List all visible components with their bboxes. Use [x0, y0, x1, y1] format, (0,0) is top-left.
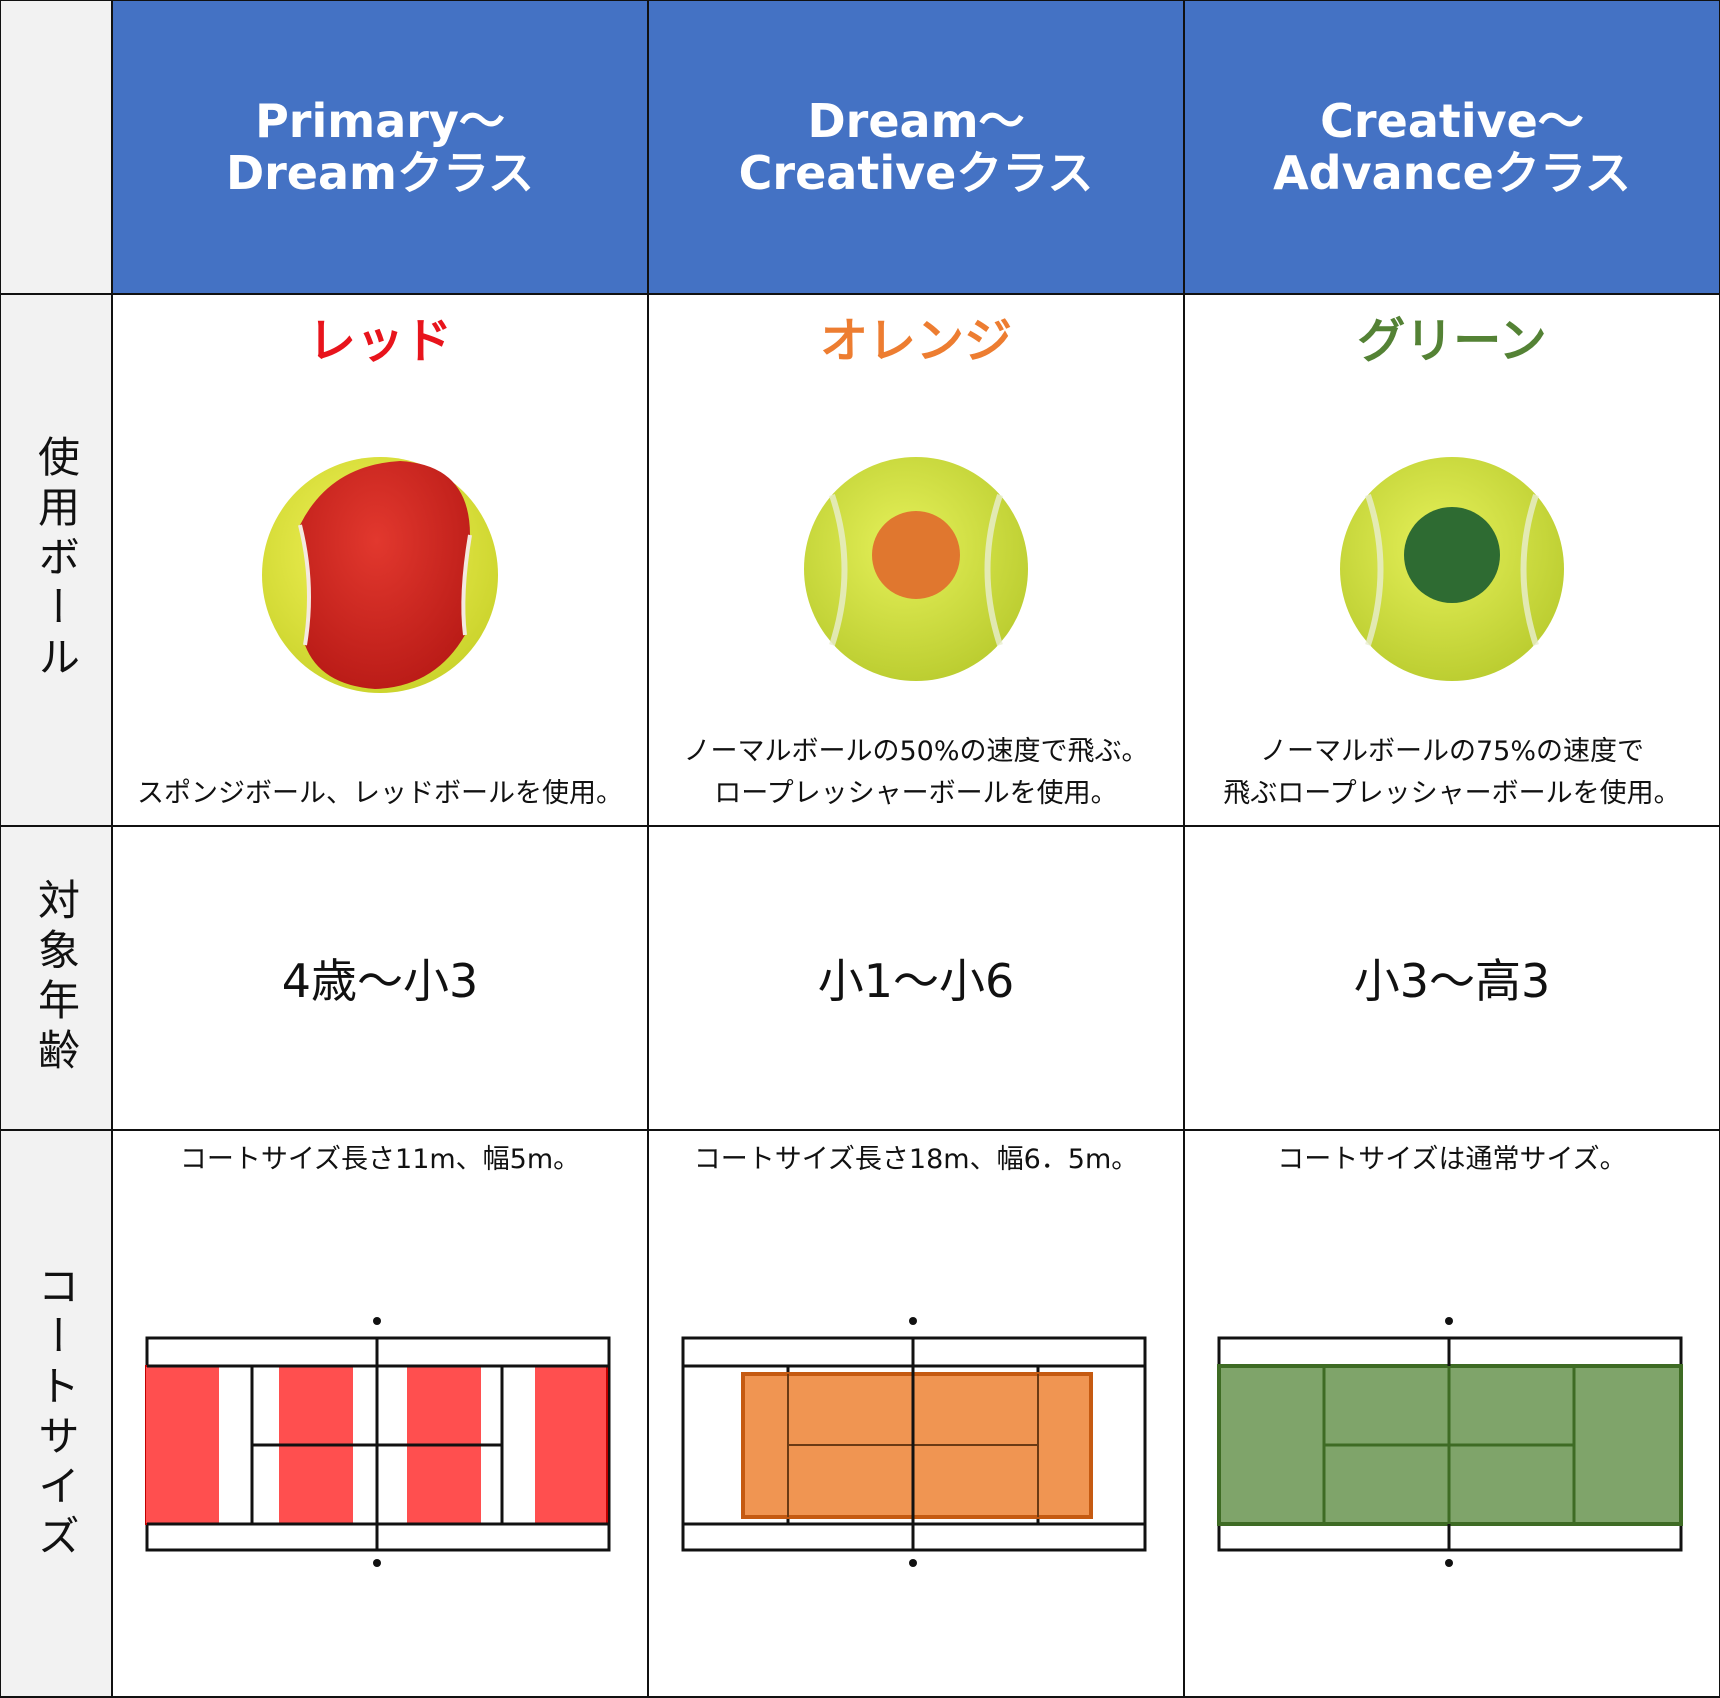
red-court-diagram — [145, 1317, 611, 1567]
header-line2: Advanceクラス — [1273, 146, 1631, 200]
ball-name: レッド — [307, 313, 452, 369]
row-label-age: 対象年齢 — [0, 825, 113, 1131]
header-line1: Creative～ — [1320, 94, 1584, 148]
green-court-diagram — [1217, 1317, 1683, 1567]
age-range: 4歳～小3 — [281, 954, 479, 1008]
orange-court-diagram — [681, 1317, 1147, 1567]
row-label-age-text: 対象年齢 — [31, 878, 81, 1078]
ball-desc-line1: ノーマルボールの50%の速度で飛ぶ。 — [683, 736, 1149, 767]
header-line2: Creativeクラス — [738, 146, 1094, 200]
court-cell-red: コートサイズ長さ11m、幅5m。 — [111, 1129, 649, 1698]
ball-desc-line1: ノーマルボールの75%の速度で — [1259, 736, 1644, 767]
age-range: 小3～高3 — [1353, 954, 1551, 1008]
court-cell-orange: コートサイズ長さ18m、幅6．5m。 — [647, 1129, 1185, 1698]
age-cell-col3: 小3～高3 — [1183, 825, 1720, 1131]
court-size-text: コートサイズ長さ18m、幅6．5m。 — [693, 1144, 1139, 1175]
ball-cell-red: レッド スポンジ — [111, 293, 649, 827]
header-primary-dream: Primary～ Dreamクラス — [111, 0, 649, 295]
ball-desc-line2: ロープレッシャーボールを使用。 — [714, 778, 1118, 809]
red-tennis-ball-icon — [262, 457, 498, 693]
age-cell-col1: 4歳～小3 — [111, 825, 649, 1131]
header-creative-advance: Creative～ Advanceクラス — [1183, 0, 1720, 295]
header-line1: Dream～ — [807, 94, 1025, 148]
court-size-text: コートサイズ長さ11m、幅5m。 — [179, 1144, 581, 1175]
header-line2: Dreamクラス — [225, 146, 535, 200]
age-cell-col2: 小1～小6 — [647, 825, 1185, 1131]
header-line1: Primary～ — [255, 94, 505, 148]
court-size-text: コートサイズは通常サイズ。 — [1277, 1144, 1627, 1175]
row-label-ball: 使用ボール — [0, 293, 113, 827]
header-dream-creative: Dream～ Creativeクラス — [647, 0, 1185, 295]
row-label-court-text: コートサイズ — [31, 1263, 81, 1564]
ball-name: グリーン — [1357, 313, 1547, 369]
court-cell-green: コートサイズは通常サイズ。 — [1183, 1129, 1720, 1698]
ball-name: オレンジ — [819, 313, 1012, 369]
ball-desc-line2: 飛ぶロープレッシャーボールを使用。 — [1223, 778, 1681, 809]
age-range: 小1～小6 — [817, 954, 1015, 1008]
ball-desc-line2: スポンジボール、レッドボールを使用。 — [137, 778, 623, 809]
ball-cell-green: グリーン ノーマルボールの75%の速度で 飛ぶロープレッシャーボールを使用。 — [1183, 293, 1720, 827]
row-label-court: コートサイズ — [0, 1129, 113, 1698]
corner-cell — [0, 0, 113, 295]
row-label-ball-text: 使用ボール — [31, 435, 81, 685]
green-dot-tennis-ball-icon — [1340, 457, 1564, 681]
orange-dot-tennis-ball-icon — [804, 457, 1028, 681]
ball-cell-orange: オレンジ ノーマルボールの50%の速度で飛ぶ。 ロープレッシャーボールを使用。 — [647, 293, 1185, 827]
